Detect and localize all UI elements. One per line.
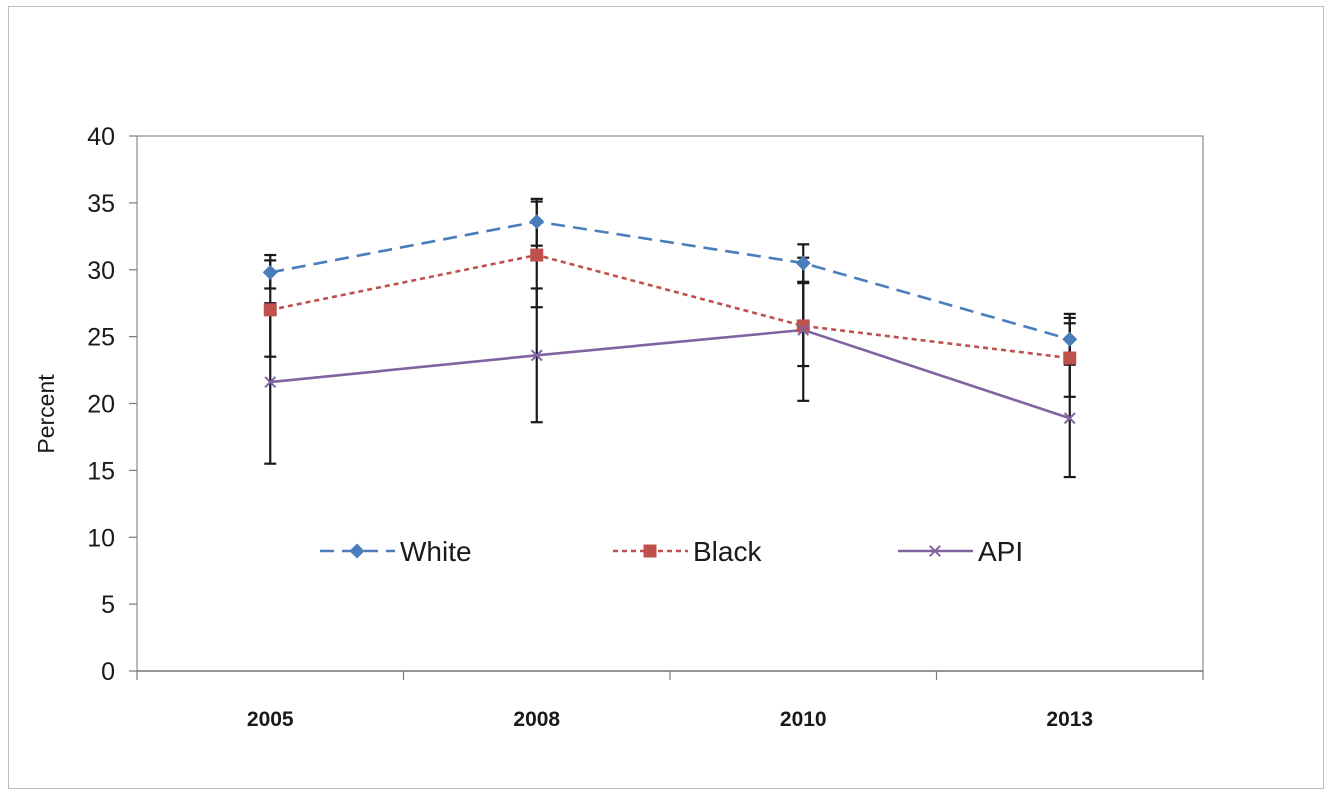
y-tick-label: 10 [87, 524, 115, 552]
data-point-api [1063, 412, 1076, 425]
y-tick-label: 5 [101, 591, 115, 619]
data-point-api-stroke [797, 324, 810, 336]
data-point-api-stroke [1063, 412, 1076, 425]
y-tick-label: 15 [87, 457, 115, 485]
y-tick-label: 35 [87, 190, 115, 218]
data-point-white [1062, 331, 1078, 347]
data-point-api-stroke [264, 376, 277, 389]
y-tick-label: 20 [87, 391, 115, 419]
data-point-api [530, 349, 543, 362]
plot-area-border [136, 135, 1204, 672]
y-tick-label: 40 [87, 123, 115, 151]
data-point-white [795, 255, 811, 271]
data-point-api [264, 376, 277, 389]
data-point-black [530, 248, 544, 262]
error-bars [264, 197, 1076, 479]
legend-label-white: White [400, 536, 472, 567]
data-point-white [262, 264, 278, 280]
series-line-black [269, 253, 1070, 360]
series-markers [262, 214, 1078, 425]
axes: 0 5 10 15 20 25 30 35 40 2005 2008 2010 2013 [87, 123, 1204, 731]
legend-marker-api [929, 545, 941, 557]
series-line-api [270, 328, 1071, 420]
legend-label-api: API [978, 536, 1023, 567]
legend-marker-black [643, 544, 657, 558]
data-point-black [1063, 351, 1077, 365]
data-point-black [796, 319, 810, 333]
legend-label-black: Black [693, 536, 762, 567]
data-point-white [529, 214, 545, 230]
data-point-api [797, 324, 810, 336]
x-tick-label: 2013 [1046, 708, 1093, 731]
x-tick-label: 2005 [247, 708, 294, 731]
legend-marker-api-stroke [929, 545, 941, 557]
y-tick-label: 0 [101, 658, 115, 686]
x-tick-label: 2010 [780, 708, 827, 731]
y-tick-label: 30 [87, 257, 115, 285]
legend-marker-white [349, 543, 365, 559]
y-tick-label: 25 [87, 324, 115, 352]
y-axis-label: Percent [33, 374, 59, 454]
legend: White Black API [320, 536, 1023, 567]
series-lines [269, 220, 1071, 420]
data-point-black [263, 303, 277, 317]
data-point-api-stroke [530, 349, 543, 362]
series-line-white [270, 220, 1071, 341]
x-tick-label: 2008 [513, 708, 560, 731]
